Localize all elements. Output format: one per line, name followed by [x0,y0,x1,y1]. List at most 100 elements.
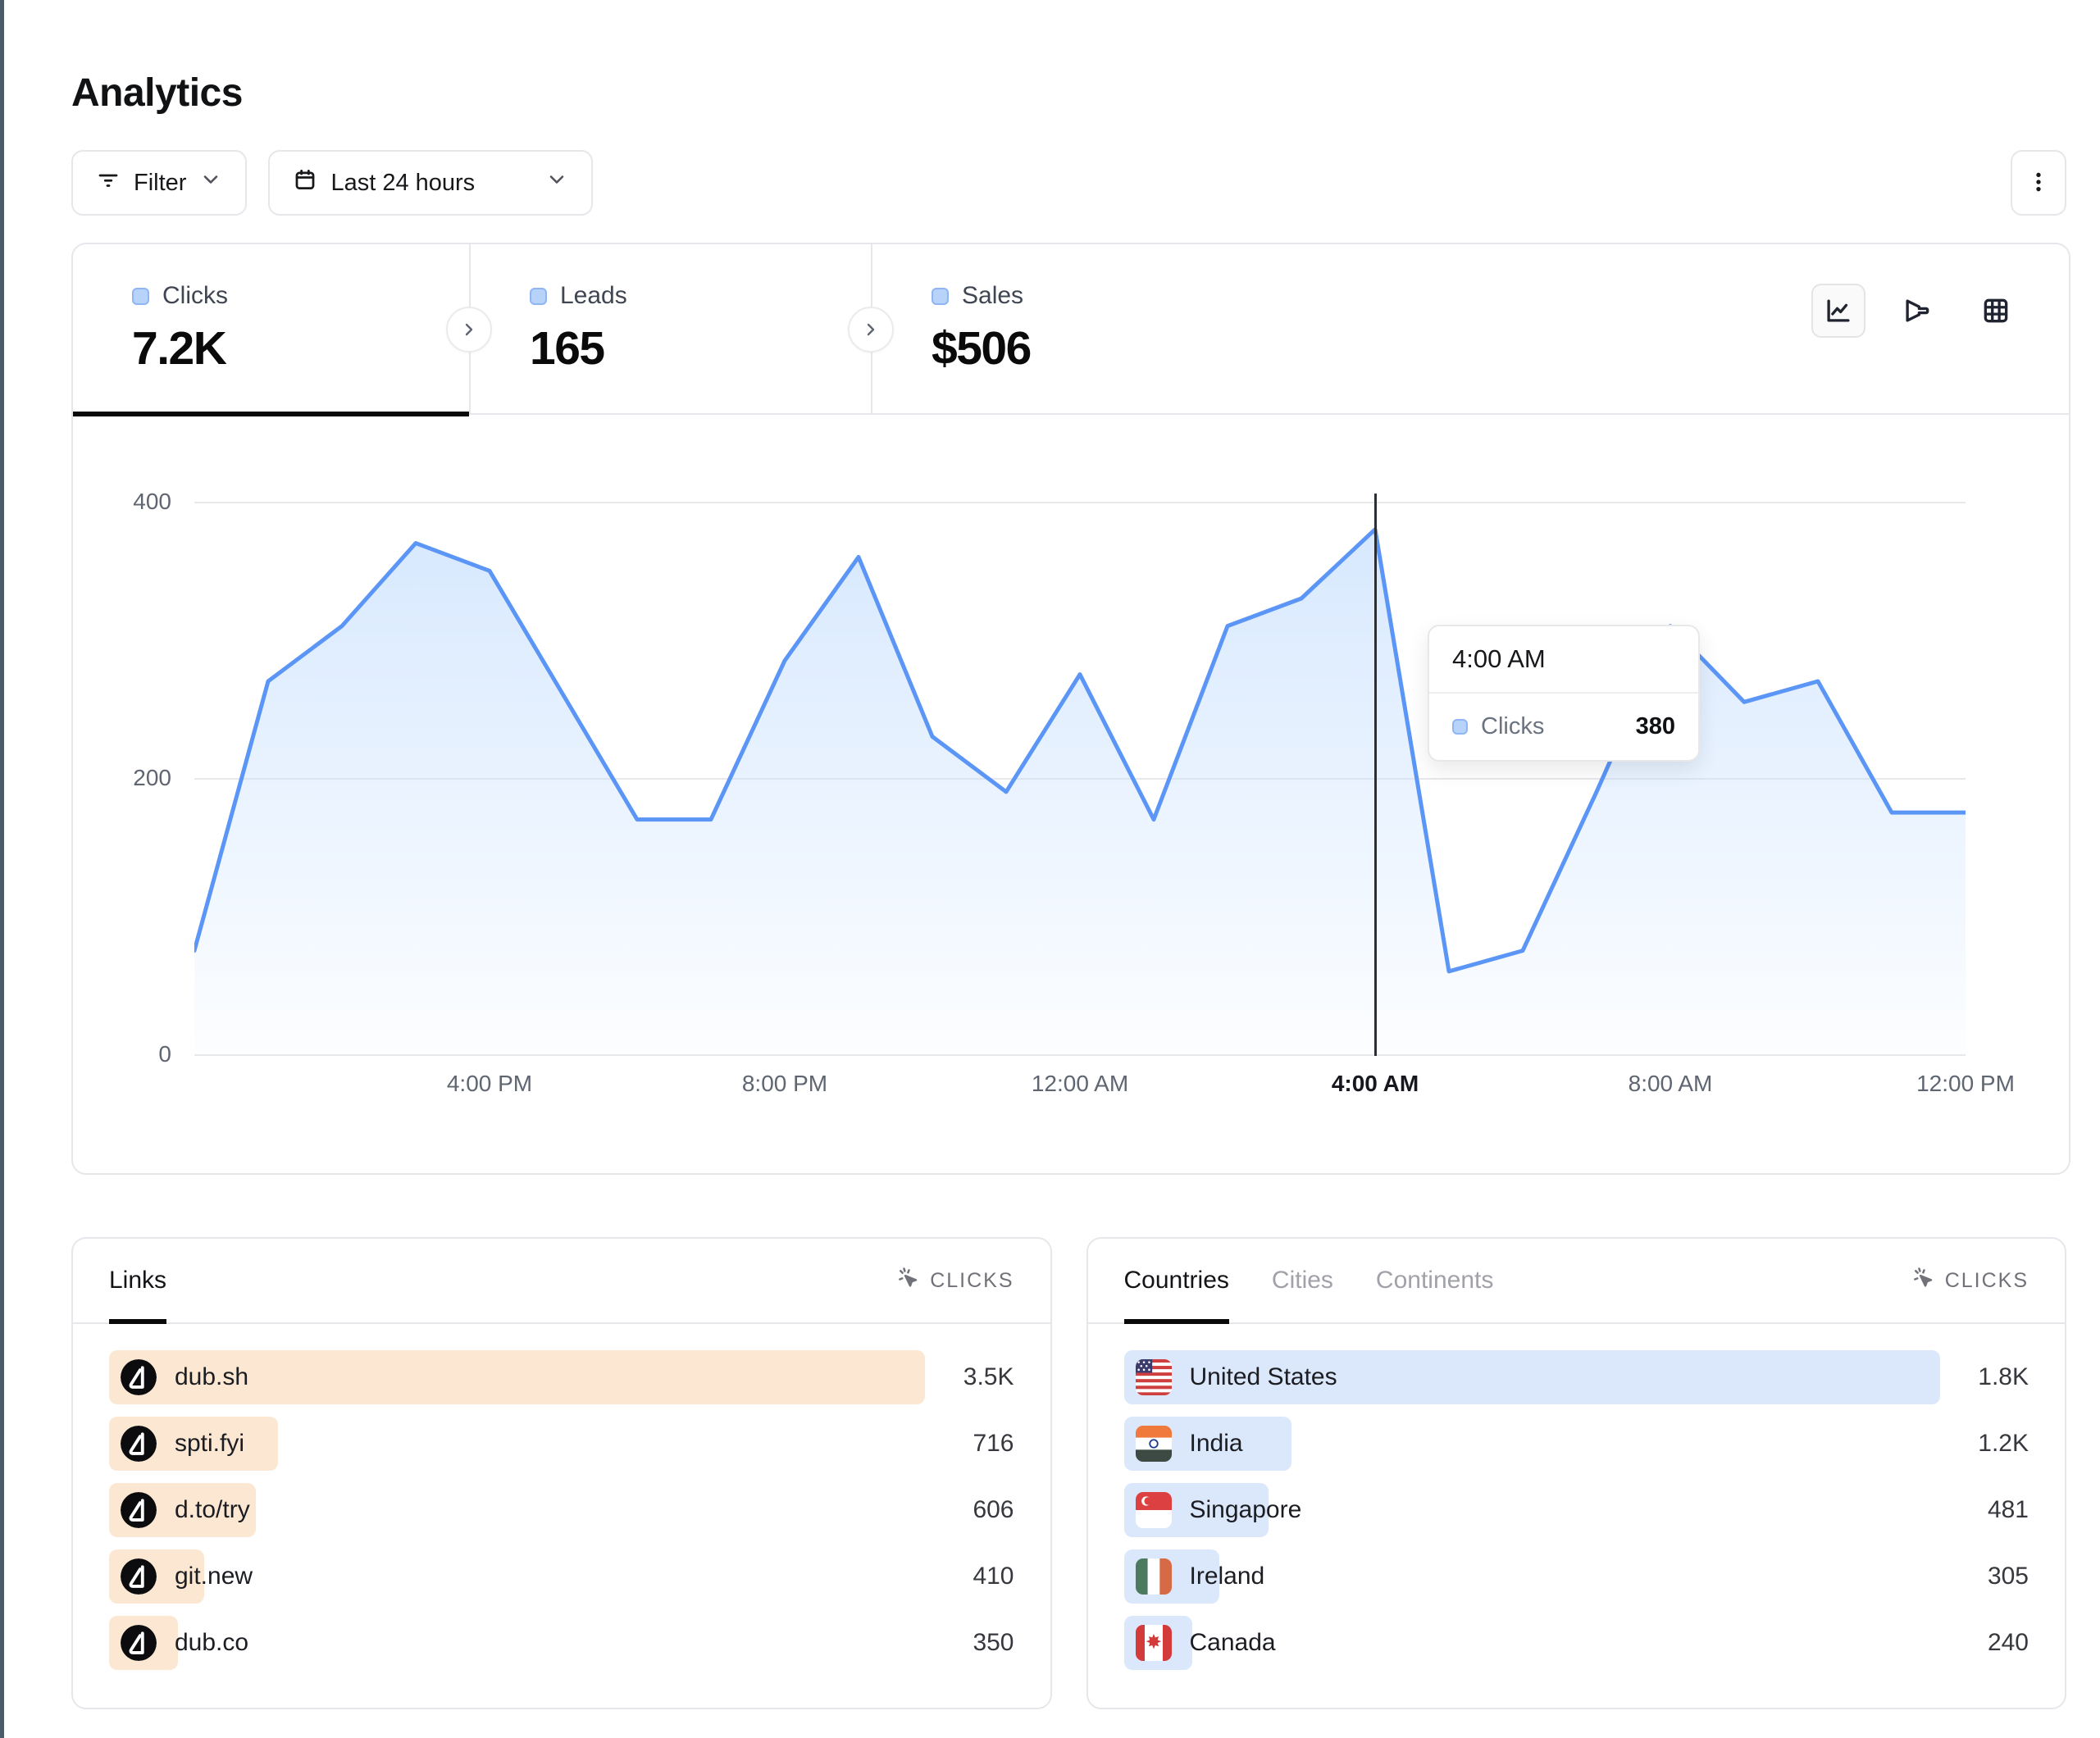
expand-leads-chevron[interactable] [848,307,894,353]
filter-button-label: Filter [134,169,187,196]
filter-button[interactable]: Filter [71,150,248,216]
tooltip-time: 4:00 AM [1452,644,1546,673]
kebab-menu-icon [2025,169,2052,198]
row-value: 1.2K [1978,1430,2029,1457]
hover-crosshair [1373,494,1377,1056]
more-options-button[interactable] [2011,150,2066,216]
date-range-button[interactable]: Last 24 hours [268,150,594,216]
leads-value: 165 [530,322,605,375]
tab-leads[interactable]: Leads 165 [469,244,871,413]
row-label: dub.sh [175,1363,249,1390]
tab-clicks[interactable]: Clicks 7.2K [73,244,469,416]
in-flag-icon [1135,1426,1172,1462]
x-tick-4-00-AM: 4:00 AM [1331,1071,1419,1096]
links-rows: dub.sh 3.5K spti.fyi 716 d.to/try 606 git.n… [73,1324,1050,1670]
x-tick-4-00-PM: 4:00 PM [446,1071,533,1096]
leads-legend-chip [530,287,547,305]
countries-metric-selector[interactable]: CLICKS [1911,1266,2029,1296]
us-flag-icon [1135,1359,1172,1395]
row-label: git.new [175,1563,253,1590]
tab-links[interactable]: Links [109,1239,167,1324]
chevron-down-icon [199,168,222,198]
clicks-label: Clicks [162,282,228,309]
list-item-git-new[interactable]: git.new 410 [109,1549,1014,1604]
list-item-spti-fyi[interactable]: spti.fyi 716 [109,1417,1014,1471]
list-item-canada[interactable]: Canada 240 [1123,1616,2029,1670]
row-value: 1.8K [1978,1363,2029,1390]
sg-flag-icon [1135,1492,1172,1528]
row-value: 481 [1987,1496,2029,1523]
countries-metric-label: CLICKS [1944,1268,2029,1292]
tab-countries[interactable]: Countries [1123,1239,1230,1324]
x-tick-12-00-AM: 12:00 AM [1031,1071,1129,1096]
x-tick-8-00-AM: 8:00 AM [1628,1071,1713,1096]
countries-panel: Countries Cities Continents CLICKS Unite… [1086,1237,2066,1709]
gridline-0 [194,1054,1966,1056]
page-title: Analytics [71,71,243,115]
links-panel-header: Links CLICKS [73,1239,1050,1324]
toolbar: Filter Last 24 hours [71,150,2066,216]
list-item-dub-sh[interactable]: dub.sh 3.5K [109,1350,1014,1404]
dub-logo-icon [121,1359,157,1395]
row-value: 240 [1987,1629,2029,1656]
links-metric-selector[interactable]: CLICKS [895,1266,1014,1296]
dub-logo-icon [121,1426,157,1462]
calendar-icon [293,167,317,198]
tooltip-series-label: Clicks [1481,713,1545,739]
tab-continents[interactable]: Continents [1375,1267,1494,1294]
row-value: 305 [1987,1563,2029,1590]
countries-rows: United States 1.8K India 1.2K Singapore 481… [1088,1324,2066,1670]
list-item-singapore[interactable]: Singapore 481 [1123,1483,2029,1537]
chart-tooltip: 4:00 AM Clicks 380 [1428,625,1700,762]
chevron-down-icon [545,168,568,198]
sales-value: $506 [932,322,1032,375]
links-metric-label: CLICKS [930,1268,1014,1292]
breakdown-panels: Links CLICKS dub.sh 3.5K spti.fyi 716 d.to… [71,1237,2066,1709]
clicks-value: 7.2K [132,322,227,375]
clicks-legend-chip [132,287,149,305]
clicks-area-chart[interactable]: 0 200 400 4:00 PM 8:00 PM 12:00 AM 4:00 AM 8:0… [73,415,2069,1173]
y-tick-0: 0 [158,1041,171,1067]
row-label: India [1189,1430,1243,1457]
date-range-label: Last 24 hours [330,169,476,196]
list-item-india[interactable]: India 1.2K [1123,1417,2029,1471]
funnel-icon[interactable] [1890,284,1944,338]
row-value: 410 [973,1563,1014,1590]
chart-view-toggles [1811,284,2023,338]
row-value: 716 [973,1430,1014,1457]
expand-clicks-chevron[interactable] [446,307,492,353]
ca-flag-icon [1135,1625,1172,1661]
value-bar [109,1350,925,1404]
list-item-ireland[interactable]: Ireland 305 [1123,1549,2029,1604]
list-item-d-to-try[interactable]: d.to/try 606 [109,1483,1014,1537]
row-value: 3.5K [963,1363,1014,1390]
sales-label: Sales [962,282,1024,309]
row-label: spti.fyi [175,1430,245,1457]
list-item-dub-co[interactable]: dub.co 350 [109,1616,1014,1670]
stat-tabs: Clicks 7.2K Leads 165 Sales $506 [73,244,2069,416]
tooltip-value: 380 [1635,713,1675,739]
leads-label: Leads [560,282,627,309]
y-tick-200: 200 [133,765,171,790]
line-chart-icon[interactable] [1811,284,1865,338]
list-item-united-states[interactable]: United States 1.8K [1123,1350,2029,1404]
filter-lines-icon [96,167,121,198]
cursor-click-icon [1911,1266,1935,1296]
y-tick-400: 400 [133,489,171,514]
tooltip-legend-chip [1452,719,1468,735]
row-value: 606 [973,1496,1014,1523]
area-chart-plot[interactable] [194,502,1966,1054]
row-label: Canada [1189,1629,1276,1656]
grid-icon[interactable] [1969,284,2023,338]
row-label: Ireland [1189,1563,1265,1590]
dub-logo-icon [121,1492,157,1528]
gridline-400 [194,502,1966,503]
tab-cities[interactable]: Cities [1271,1267,1333,1294]
tab-sales[interactable]: Sales $506 [871,244,1297,413]
countries-panel-header: Countries Cities Continents CLICKS [1087,1239,2065,1324]
sales-legend-chip [932,287,949,305]
value-bar [1123,1350,1940,1404]
row-label: d.to/try [175,1496,250,1523]
x-tick-8-00-PM: 8:00 PM [741,1071,828,1096]
